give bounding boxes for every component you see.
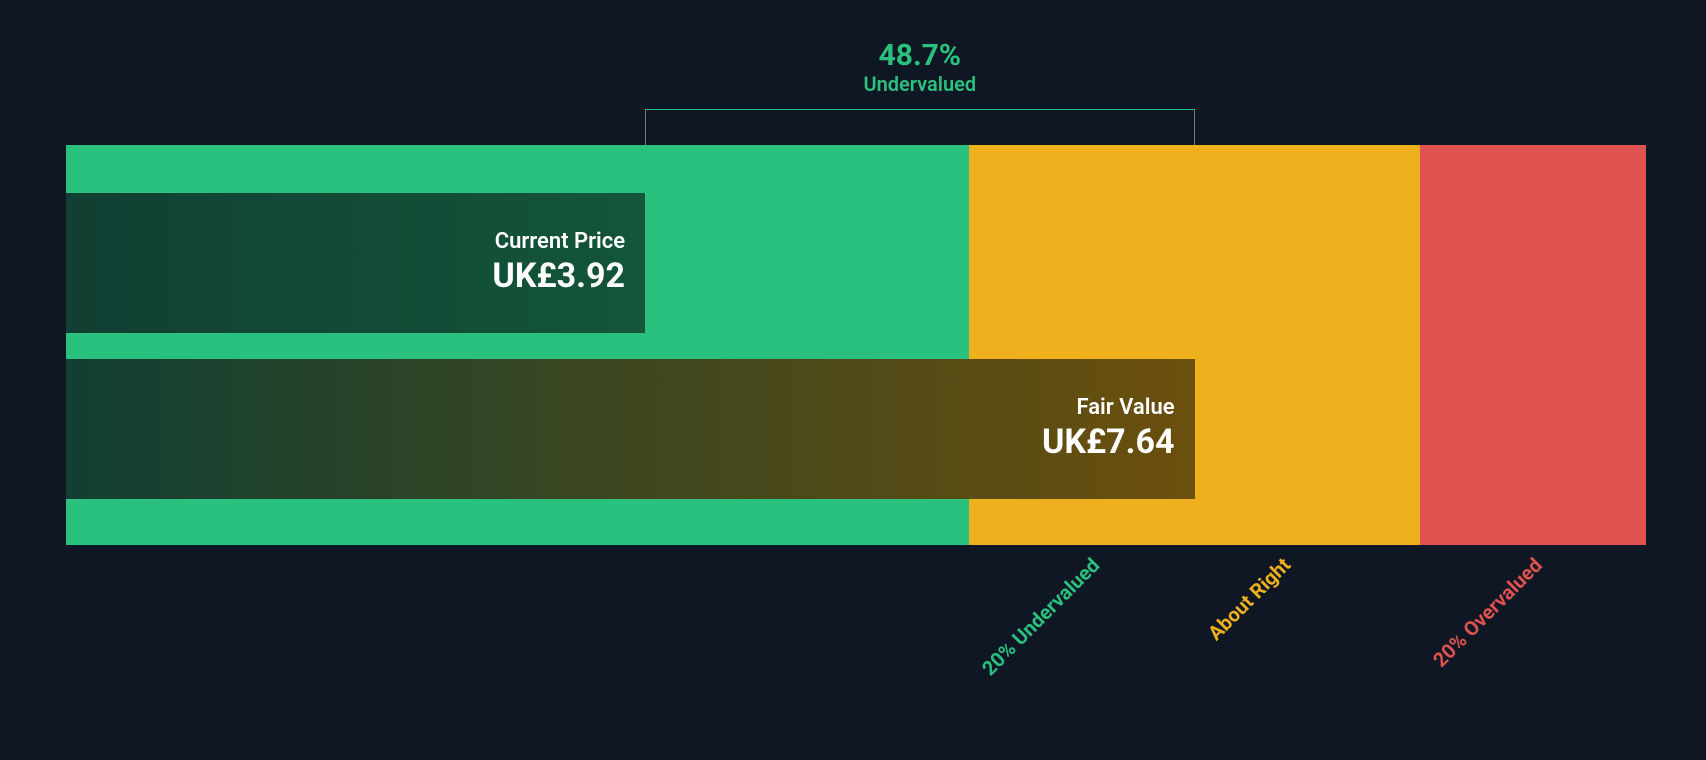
axis-label-about-right: About Right [1203,553,1295,645]
valuation-chart: Current PriceUK£3.92 Fair ValueUK£7.64 48… [0,0,1706,760]
valuation-callout-sub: Undervalued [863,72,976,96]
chart-plot-area: Current PriceUK£3.92 Fair ValueUK£7.64 [66,145,1646,545]
valuation-callout-pct: 48.7% [863,39,976,72]
current-price-bar: Current PriceUK£3.92 [66,193,645,333]
fair-value-bar-value: UK£7.64 [1042,421,1175,464]
zone-overvalued [1420,145,1646,545]
axis-label-20-undervalued: 20% Undervalued [977,553,1104,680]
valuation-bracket [645,109,1195,145]
current-price-bar-label: Current Price [492,229,625,255]
current-price-bar-value: UK£3.92 [492,255,625,298]
fair-value-bar: Fair ValueUK£7.64 [66,359,1195,499]
fair-value-bar-label: Fair Value [1042,395,1175,421]
valuation-callout: 48.7%Undervalued [863,39,976,96]
axis-label-20-overvalued: 20% Overvalued [1428,553,1547,672]
